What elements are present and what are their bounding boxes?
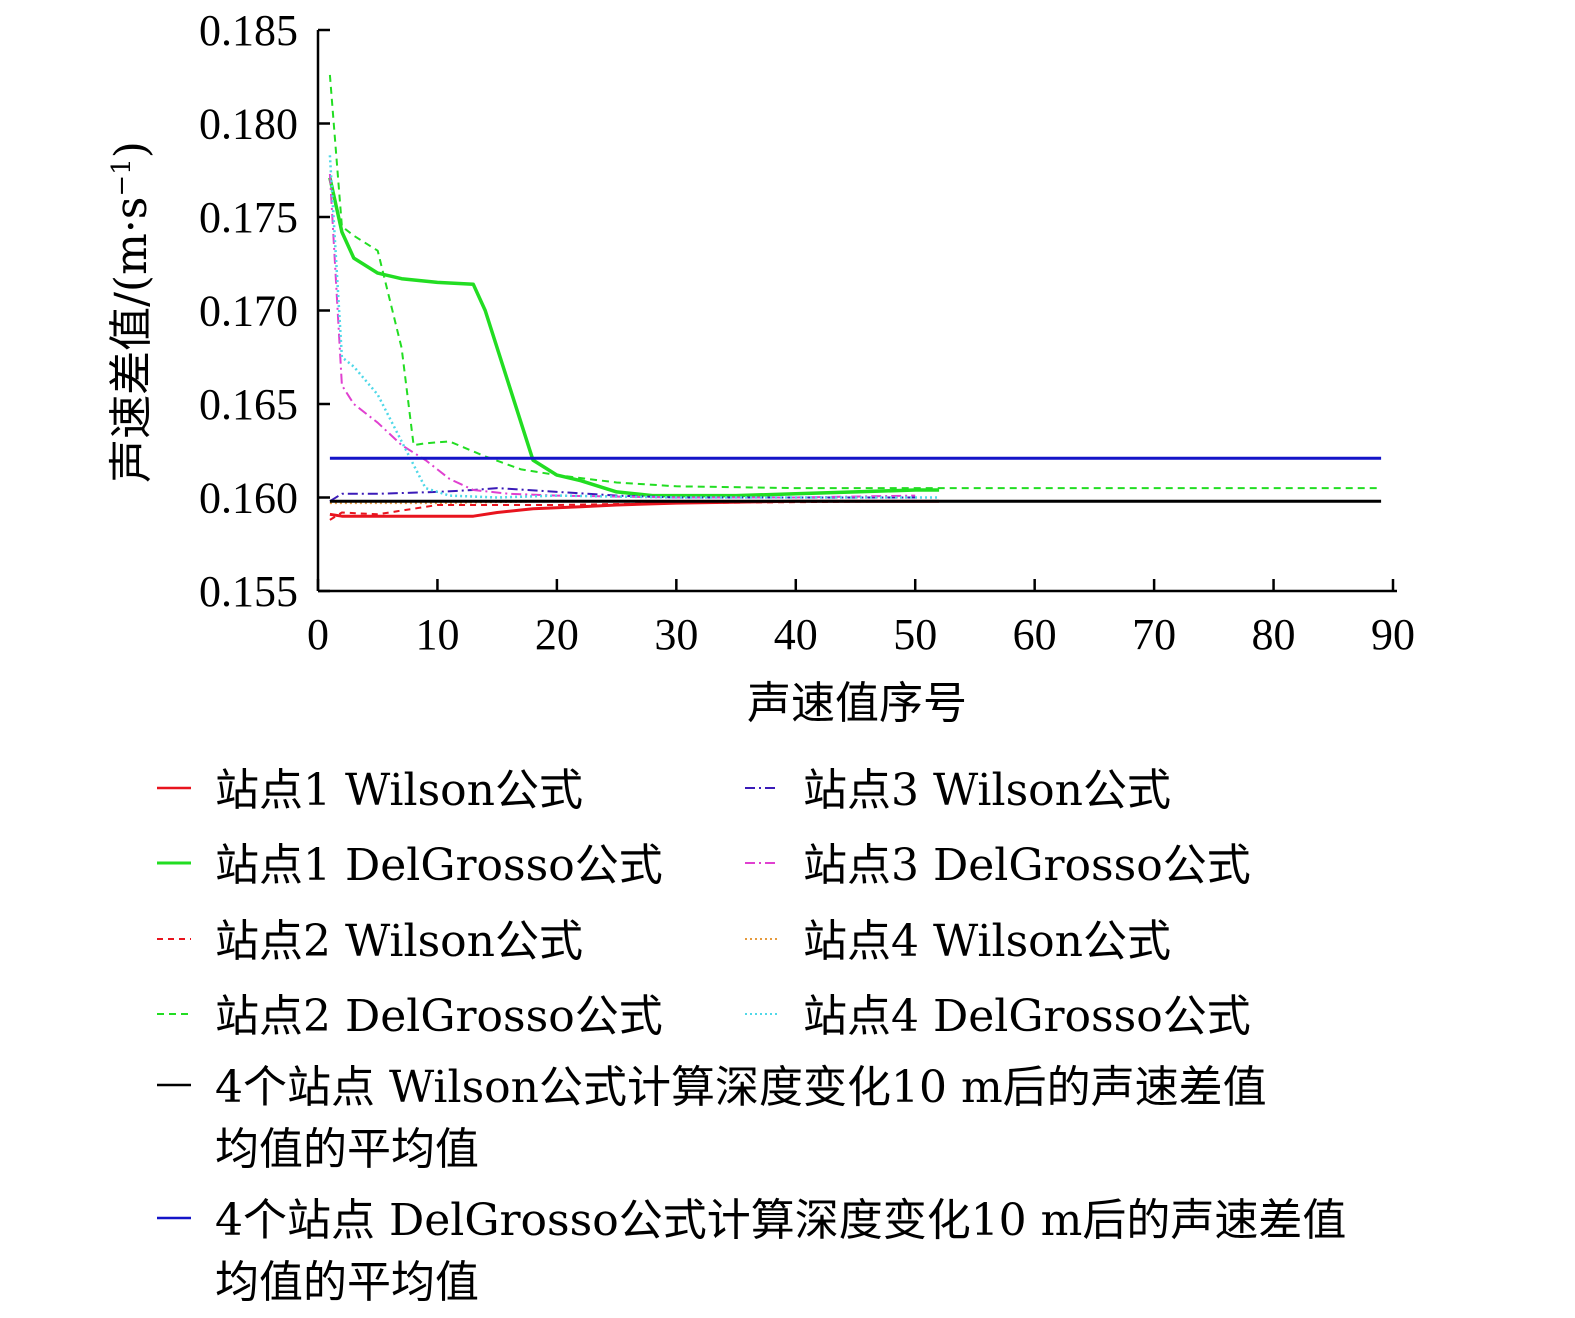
series-line-1 <box>329 499 940 518</box>
legend-label: 均值的平均值 <box>215 1257 479 1308</box>
y-axis-title: 声速差值/(m·s−1) <box>106 141 157 483</box>
y-tick-label: 0.165 <box>199 380 298 429</box>
x-axis-title: 声速值序号 <box>747 678 967 729</box>
y-axis-title-close: ) <box>106 141 157 158</box>
legend-item: 站点2 Wilson公式 <box>157 916 583 967</box>
x-tick-label: 80 <box>1252 610 1296 659</box>
x-tick-label: 30 <box>654 610 698 659</box>
series-line-8 <box>328 155 940 499</box>
y-tick-label: 0.170 <box>199 287 298 336</box>
x-tick-label: 70 <box>1132 610 1176 659</box>
series-layer <box>328 74 1382 521</box>
legend-item: 站点3 DelGrosso公式 <box>745 840 1251 891</box>
series-line-2 <box>328 177 940 498</box>
legend-item: 站点1 Wilson公式 <box>157 765 583 816</box>
legend-label: 站点3 DelGrosso公式 <box>803 840 1251 891</box>
legend-label: 站点4 DelGrosso公式 <box>803 991 1251 1042</box>
legend-label: 站点4 Wilson公式 <box>803 916 1171 967</box>
legend-label: 均值的平均值 <box>215 1124 479 1175</box>
x-tick-label: 50 <box>893 610 937 659</box>
series-line-3 <box>329 500 1382 521</box>
legend-item: 站点3 Wilson公式 <box>745 765 1171 816</box>
series-line-5 <box>329 487 916 503</box>
legend-label: 站点2 Wilson公式 <box>215 916 583 967</box>
y-tick-label: 0.175 <box>199 193 298 242</box>
y-tick-label: 0.180 <box>199 100 298 149</box>
legend: 站点1 Wilson公式 站点3 Wilson公式站点1 DelGrosso公式站… <box>157 765 1346 1308</box>
y-tick-label: 0.160 <box>199 474 298 523</box>
legend-label: 站点2 DelGrosso公式 <box>215 991 663 1042</box>
y-tick-label: 0.155 <box>199 567 298 616</box>
legend-label: 站点1 Wilson公式 <box>215 765 583 816</box>
series-line-4 <box>328 74 1382 490</box>
x-tick-label: 10 <box>415 610 459 659</box>
x-tick-label: 20 <box>535 610 579 659</box>
legend-item: 站点2 DelGrosso公式 <box>157 991 663 1042</box>
y-tick-label: 0.185 <box>199 6 298 55</box>
legend-label: 4个站点 DelGrosso公式计算深度变化10 m后的声速差值 <box>215 1195 1346 1246</box>
ticks-layer: 0 10 20 30 40 50 60 70 80 90 0.155 0.160 0.165 0.170 0… <box>199 6 1415 659</box>
y-axis-title-main: 声速差值/(m·s <box>106 197 157 483</box>
x-tick-label: 0 <box>307 610 329 659</box>
x-tick-label: 90 <box>1371 610 1415 659</box>
legend-label: 站点3 Wilson公式 <box>803 765 1171 816</box>
x-tick-label: 60 <box>1013 610 1057 659</box>
legend-item: 站点4 DelGrosso公式 <box>745 991 1251 1042</box>
legend-item: 站点1 DelGrosso公式 <box>157 840 663 891</box>
legend-label: 站点1 DelGrosso公式 <box>215 840 663 891</box>
series-line-6 <box>328 173 916 499</box>
y-axis-title-superscript: −1 <box>107 158 137 196</box>
legend-item: 站点4 Wilson公式 <box>745 916 1171 967</box>
x-tick-label: 40 <box>774 610 818 659</box>
legend-label: 4个站点 Wilson公式计算深度变化10 m后的声速差值 <box>215 1062 1267 1113</box>
